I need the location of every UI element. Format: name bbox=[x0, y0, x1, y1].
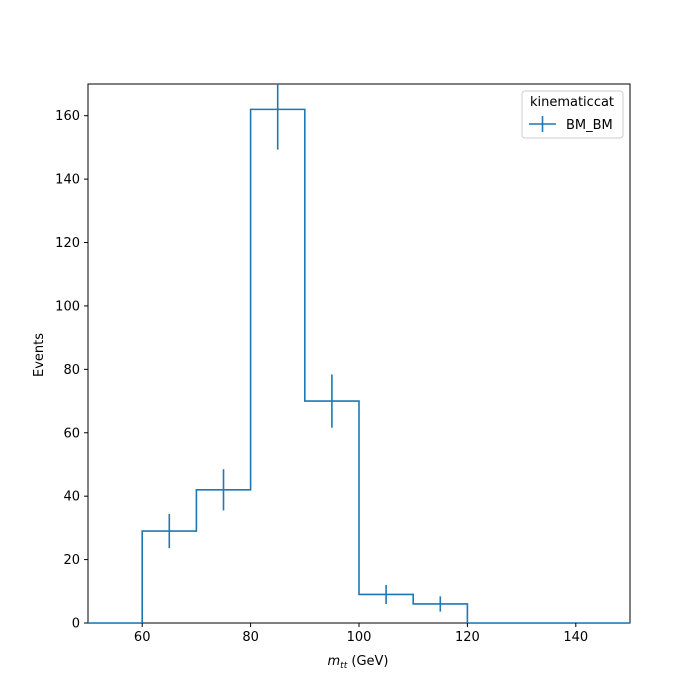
y-tick-label: 80 bbox=[63, 363, 80, 378]
y-tick-label: 0 bbox=[72, 617, 80, 632]
y-tick-label: 140 bbox=[55, 173, 80, 188]
error-bars bbox=[168, 84, 442, 612]
y-tick-label: 40 bbox=[63, 490, 80, 505]
legend: kinematiccat BM_BM bbox=[521, 90, 624, 139]
x-tick-label: 100 bbox=[347, 630, 372, 645]
y-tick-label: 60 bbox=[63, 426, 80, 441]
legend-label-bm-bm: BM_BM bbox=[566, 118, 613, 133]
legend-frame bbox=[521, 90, 624, 139]
x-tick-label: 60 bbox=[134, 630, 151, 645]
x-tick-label: 80 bbox=[242, 630, 259, 645]
y-tick-label: 120 bbox=[55, 236, 80, 251]
x-tick-label: 140 bbox=[563, 630, 588, 645]
y-tick-label: 20 bbox=[63, 553, 80, 568]
x-axis-label: mtt (GeV) bbox=[328, 654, 389, 671]
x-tick-label: 120 bbox=[455, 630, 480, 645]
y-axis-ticks: 0 20 40 60 80 100 120 140 160 bbox=[55, 109, 88, 632]
x-axis-ticks: 60 80 100 120 140 bbox=[134, 623, 588, 645]
y-axis-label: Events bbox=[32, 333, 47, 377]
y-tick-label: 160 bbox=[55, 109, 80, 124]
y-tick-label: 100 bbox=[55, 299, 80, 314]
legend-title: kinematiccat bbox=[530, 95, 614, 110]
